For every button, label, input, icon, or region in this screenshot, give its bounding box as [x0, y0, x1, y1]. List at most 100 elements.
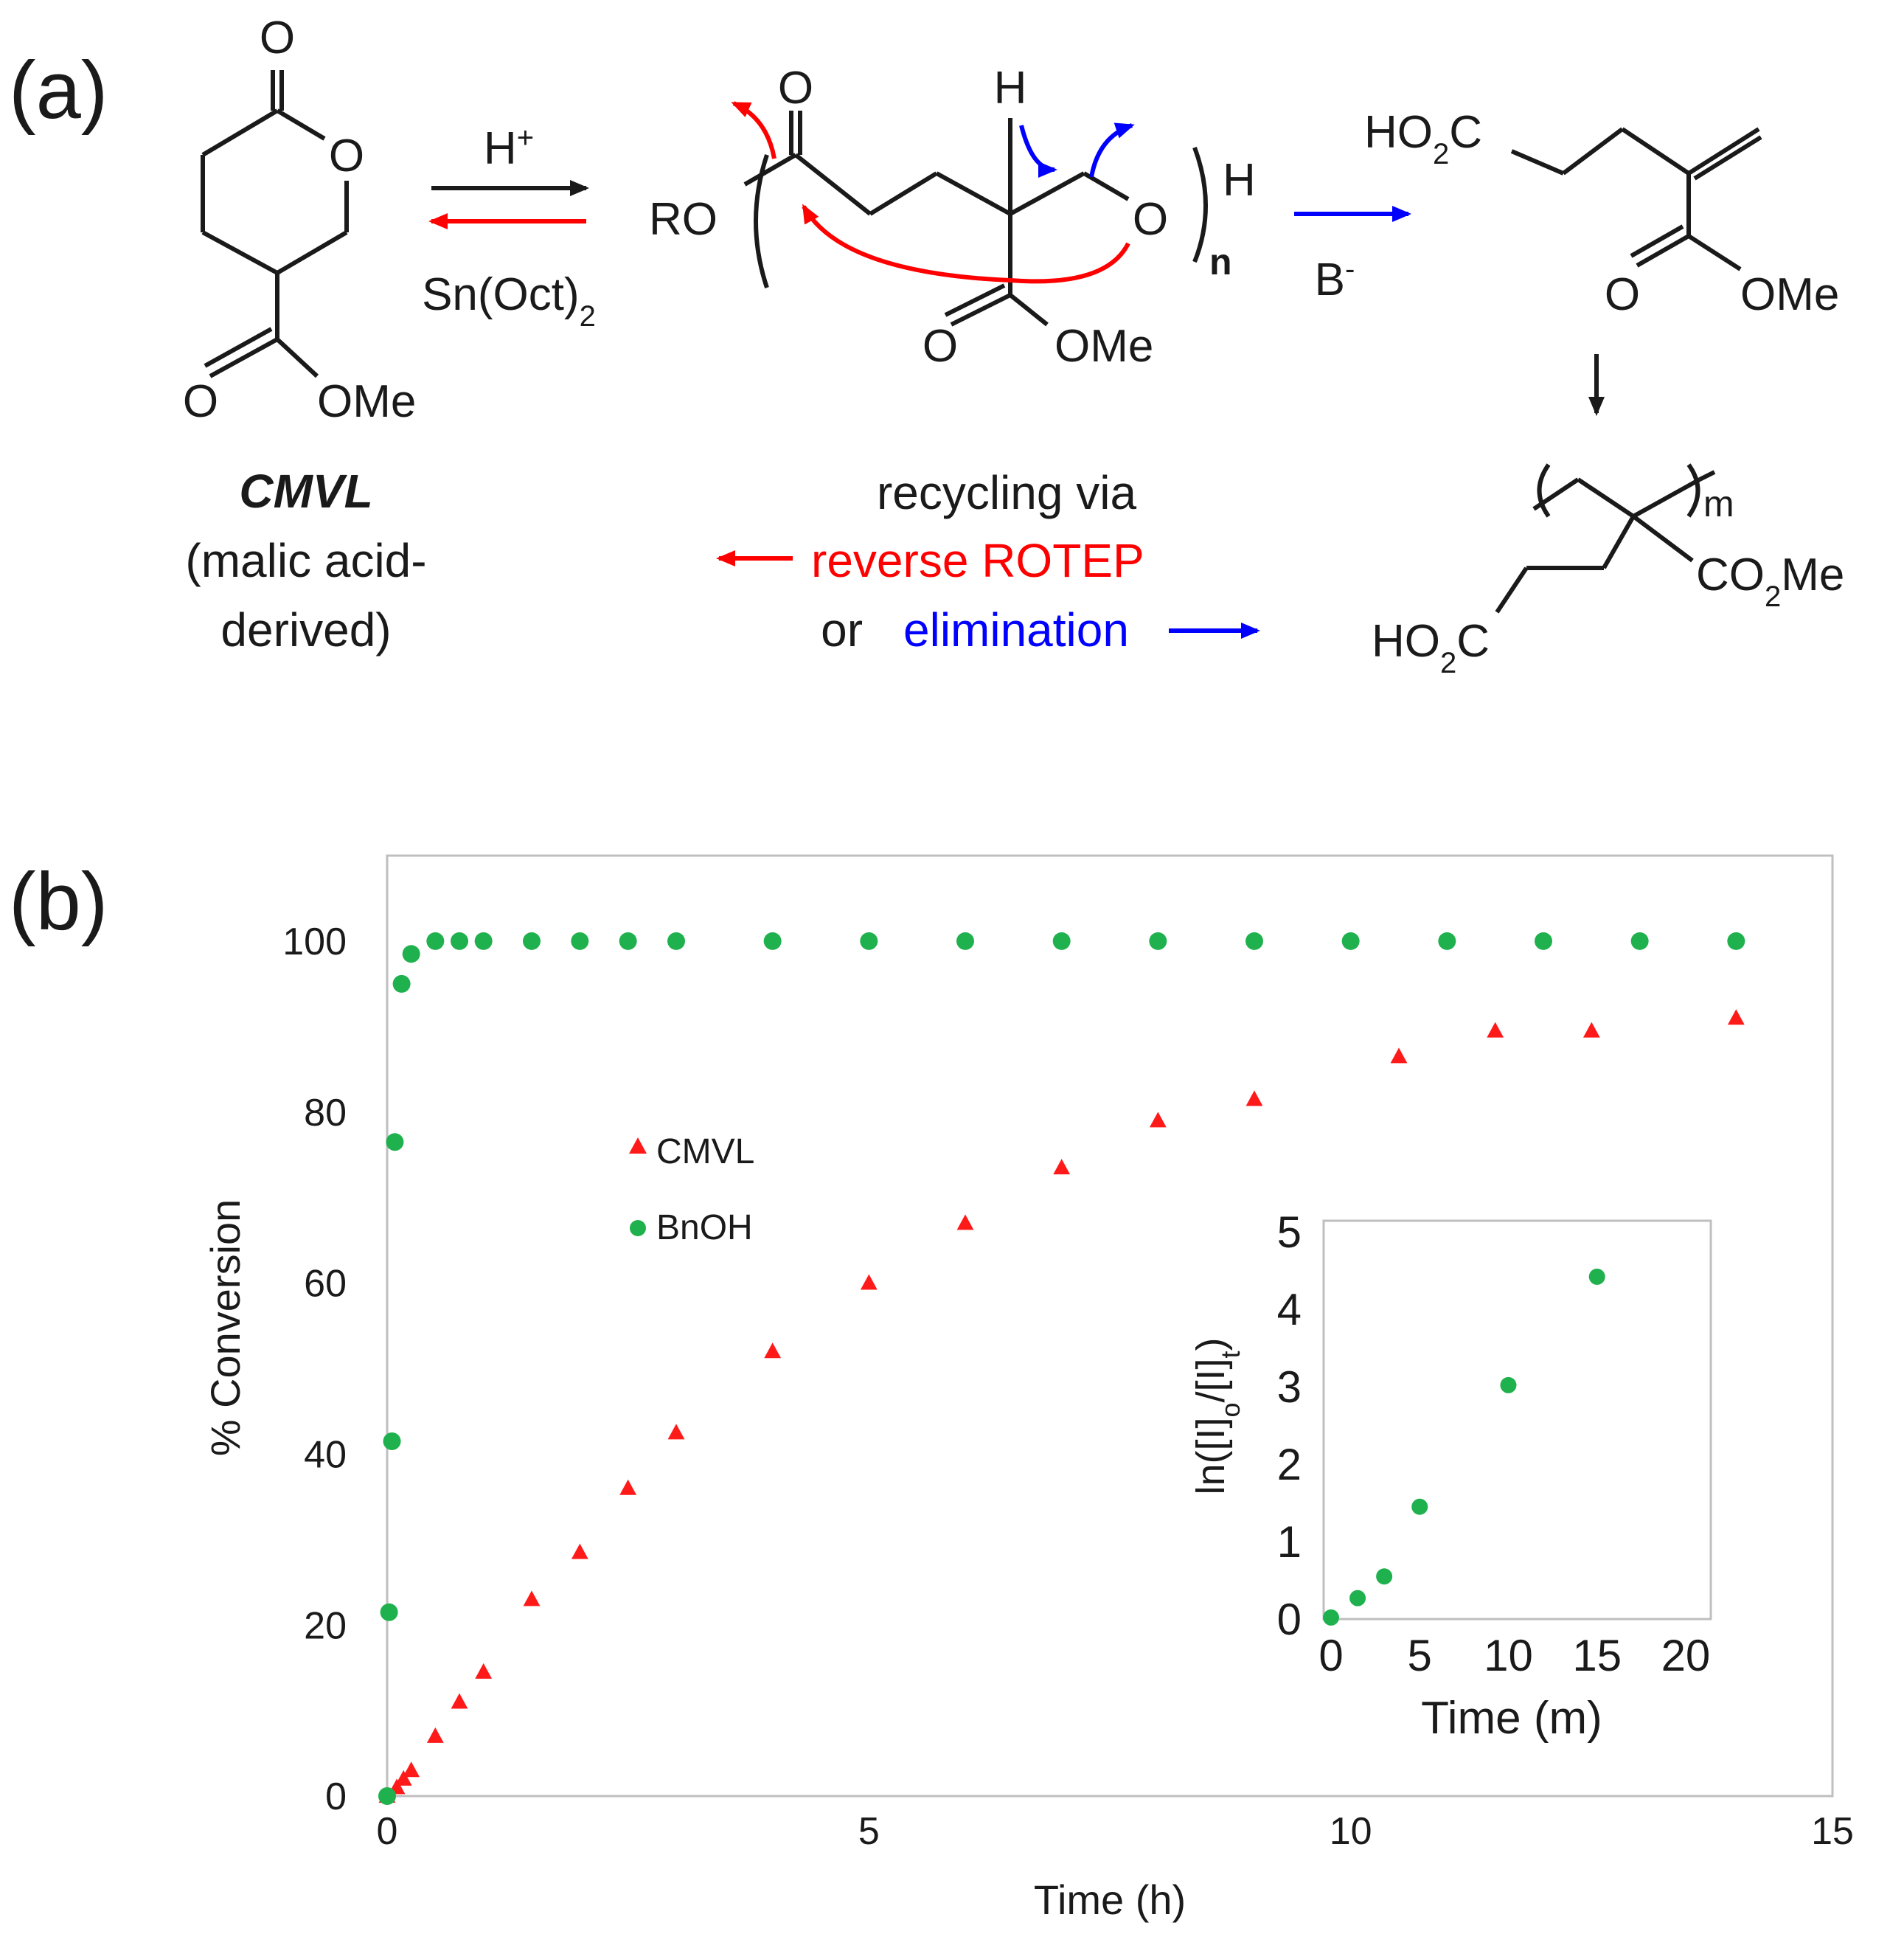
cmvl-desc-line1: (malic acid- [185, 534, 426, 587]
y-tick-label: 5 [1277, 1207, 1302, 1257]
cmvl-point [571, 1543, 588, 1559]
series-0-point [1349, 1590, 1366, 1607]
main-data-marks [378, 932, 1745, 1805]
polymer-methine-h: H [994, 63, 1027, 114]
main-y-tick-labels: 0 20 40 60 80 100 [282, 921, 347, 1818]
bnoh-point [380, 1603, 398, 1621]
cmvl-ester-o: O [183, 376, 218, 427]
legend-cmvl-label: CMVL [656, 1132, 754, 1171]
bnoh-point [386, 1133, 404, 1151]
y-tick-label: 2 [1277, 1440, 1302, 1489]
product-ester-ome: OMe [1740, 269, 1839, 320]
polymer-end-left: RO [649, 194, 718, 245]
x-tick-label: 15 [1811, 1810, 1854, 1853]
legend-bnoh-marker [630, 1220, 646, 1236]
polymer-end-right: H [1223, 155, 1256, 206]
bnoh-point [474, 932, 493, 950]
cmvl-ester-ome: OMe [317, 376, 416, 427]
x-tick-label: 5 [1408, 1631, 1432, 1680]
bnoh-point [860, 932, 878, 950]
bnoh-point [1630, 932, 1649, 950]
y-tick-label: 20 [304, 1604, 347, 1647]
x-tick-label: 20 [1661, 1631, 1711, 1680]
bnoh-point [1727, 932, 1745, 950]
bnoh-point [956, 932, 974, 950]
inset-x-axis-label: Time (m) [1421, 1693, 1602, 1744]
bnoh-point [1052, 932, 1071, 950]
x-tick-label: 5 [858, 1810, 880, 1853]
cmvl-point [426, 1727, 444, 1743]
inset-plot-frame [1322, 1219, 1712, 1621]
main-y-axis-label: % Conversion [202, 1199, 249, 1457]
bnoh-point [763, 932, 782, 950]
main-x-tick-labels: 0 5 10 15 [377, 1810, 1854, 1853]
cmvl-desc-line2: derived) [220, 603, 391, 656]
arrow-forward-label: H+ [484, 122, 534, 174]
cmvl-point [1487, 1022, 1504, 1038]
caption-line3-prefix: or [821, 603, 863, 656]
caption-line2: reverse ROTEP [811, 534, 1144, 587]
cmvl-name: CMVL [239, 465, 372, 518]
legend-cmvl-marker [629, 1137, 647, 1154]
base-label: B- [1315, 253, 1355, 305]
bnoh-point [451, 932, 468, 950]
elimination-o-curved-arrow [1089, 122, 1135, 178]
carbonyl-curved-arrow [731, 101, 776, 159]
series-0-point [1376, 1568, 1393, 1585]
caption-line1: recycling via [877, 466, 1137, 519]
product-ester-o: O [1605, 269, 1640, 320]
product-acid: HO2C [1364, 107, 1482, 170]
bnoh-point [667, 932, 685, 950]
bnoh-point [426, 932, 445, 950]
x-tick-label: 10 [1330, 1810, 1372, 1853]
cmvl-point [956, 1214, 974, 1230]
product-polymer-acid: HO2C [1372, 616, 1490, 679]
y-tick-label: 60 [304, 1263, 347, 1306]
bnoh-point [619, 932, 637, 950]
y-tick-label: 0 [325, 1775, 347, 1818]
panel-a-label: (a) [9, 45, 108, 136]
bnoh-point [392, 974, 411, 993]
polymer-subscript-n: n [1209, 241, 1232, 283]
cmvl-point [1053, 1159, 1071, 1175]
cmvl-structure [201, 70, 349, 378]
bnoh-point [383, 1432, 401, 1450]
polymer-ester-ome: OMe [1055, 321, 1153, 372]
legend-bnoh-label: BnOH [656, 1208, 753, 1247]
panel-b-label: (b) [9, 856, 108, 947]
series-0-point [1500, 1376, 1517, 1393]
bnoh-point [1341, 932, 1360, 950]
main-plot-frame [386, 854, 1834, 1798]
cmvl-point [667, 1424, 685, 1440]
bnoh-point [1149, 932, 1167, 950]
y-tick-label: 1 [1277, 1517, 1302, 1567]
y-tick-label: 40 [304, 1434, 347, 1477]
product-structure [1510, 127, 1762, 271]
cmvl-point [475, 1663, 493, 1679]
cmvl-point [523, 1590, 541, 1607]
bnoh-point [378, 1787, 396, 1805]
reverse-rotep-curved-arrow [802, 204, 1130, 284]
product-polymer-side-ester: CO2Me [1696, 550, 1844, 613]
bnoh-point [1438, 932, 1456, 950]
inset-y-axis-label: ln([I]o/[I]t) [1189, 1337, 1245, 1494]
caption-line3-colored: elimination [903, 603, 1129, 656]
y-tick-label: 0 [1277, 1595, 1302, 1644]
cmvl-point [619, 1479, 637, 1495]
series-0-point [1588, 1268, 1605, 1285]
series-0-point [1323, 1609, 1339, 1626]
bnoh-point [1535, 932, 1552, 950]
cmvl-point [764, 1342, 782, 1359]
product-polymer-structure [1495, 463, 1716, 614]
x-tick-label: 0 [377, 1810, 398, 1853]
cmvl-point [1245, 1090, 1263, 1106]
bnoh-point [1245, 932, 1263, 950]
cmvl-point [860, 1274, 878, 1290]
x-tick-label: 10 [1484, 1631, 1533, 1680]
cmvl-point [1390, 1047, 1408, 1064]
bnoh-point [571, 932, 589, 950]
y-tick-label: 4 [1277, 1285, 1302, 1334]
